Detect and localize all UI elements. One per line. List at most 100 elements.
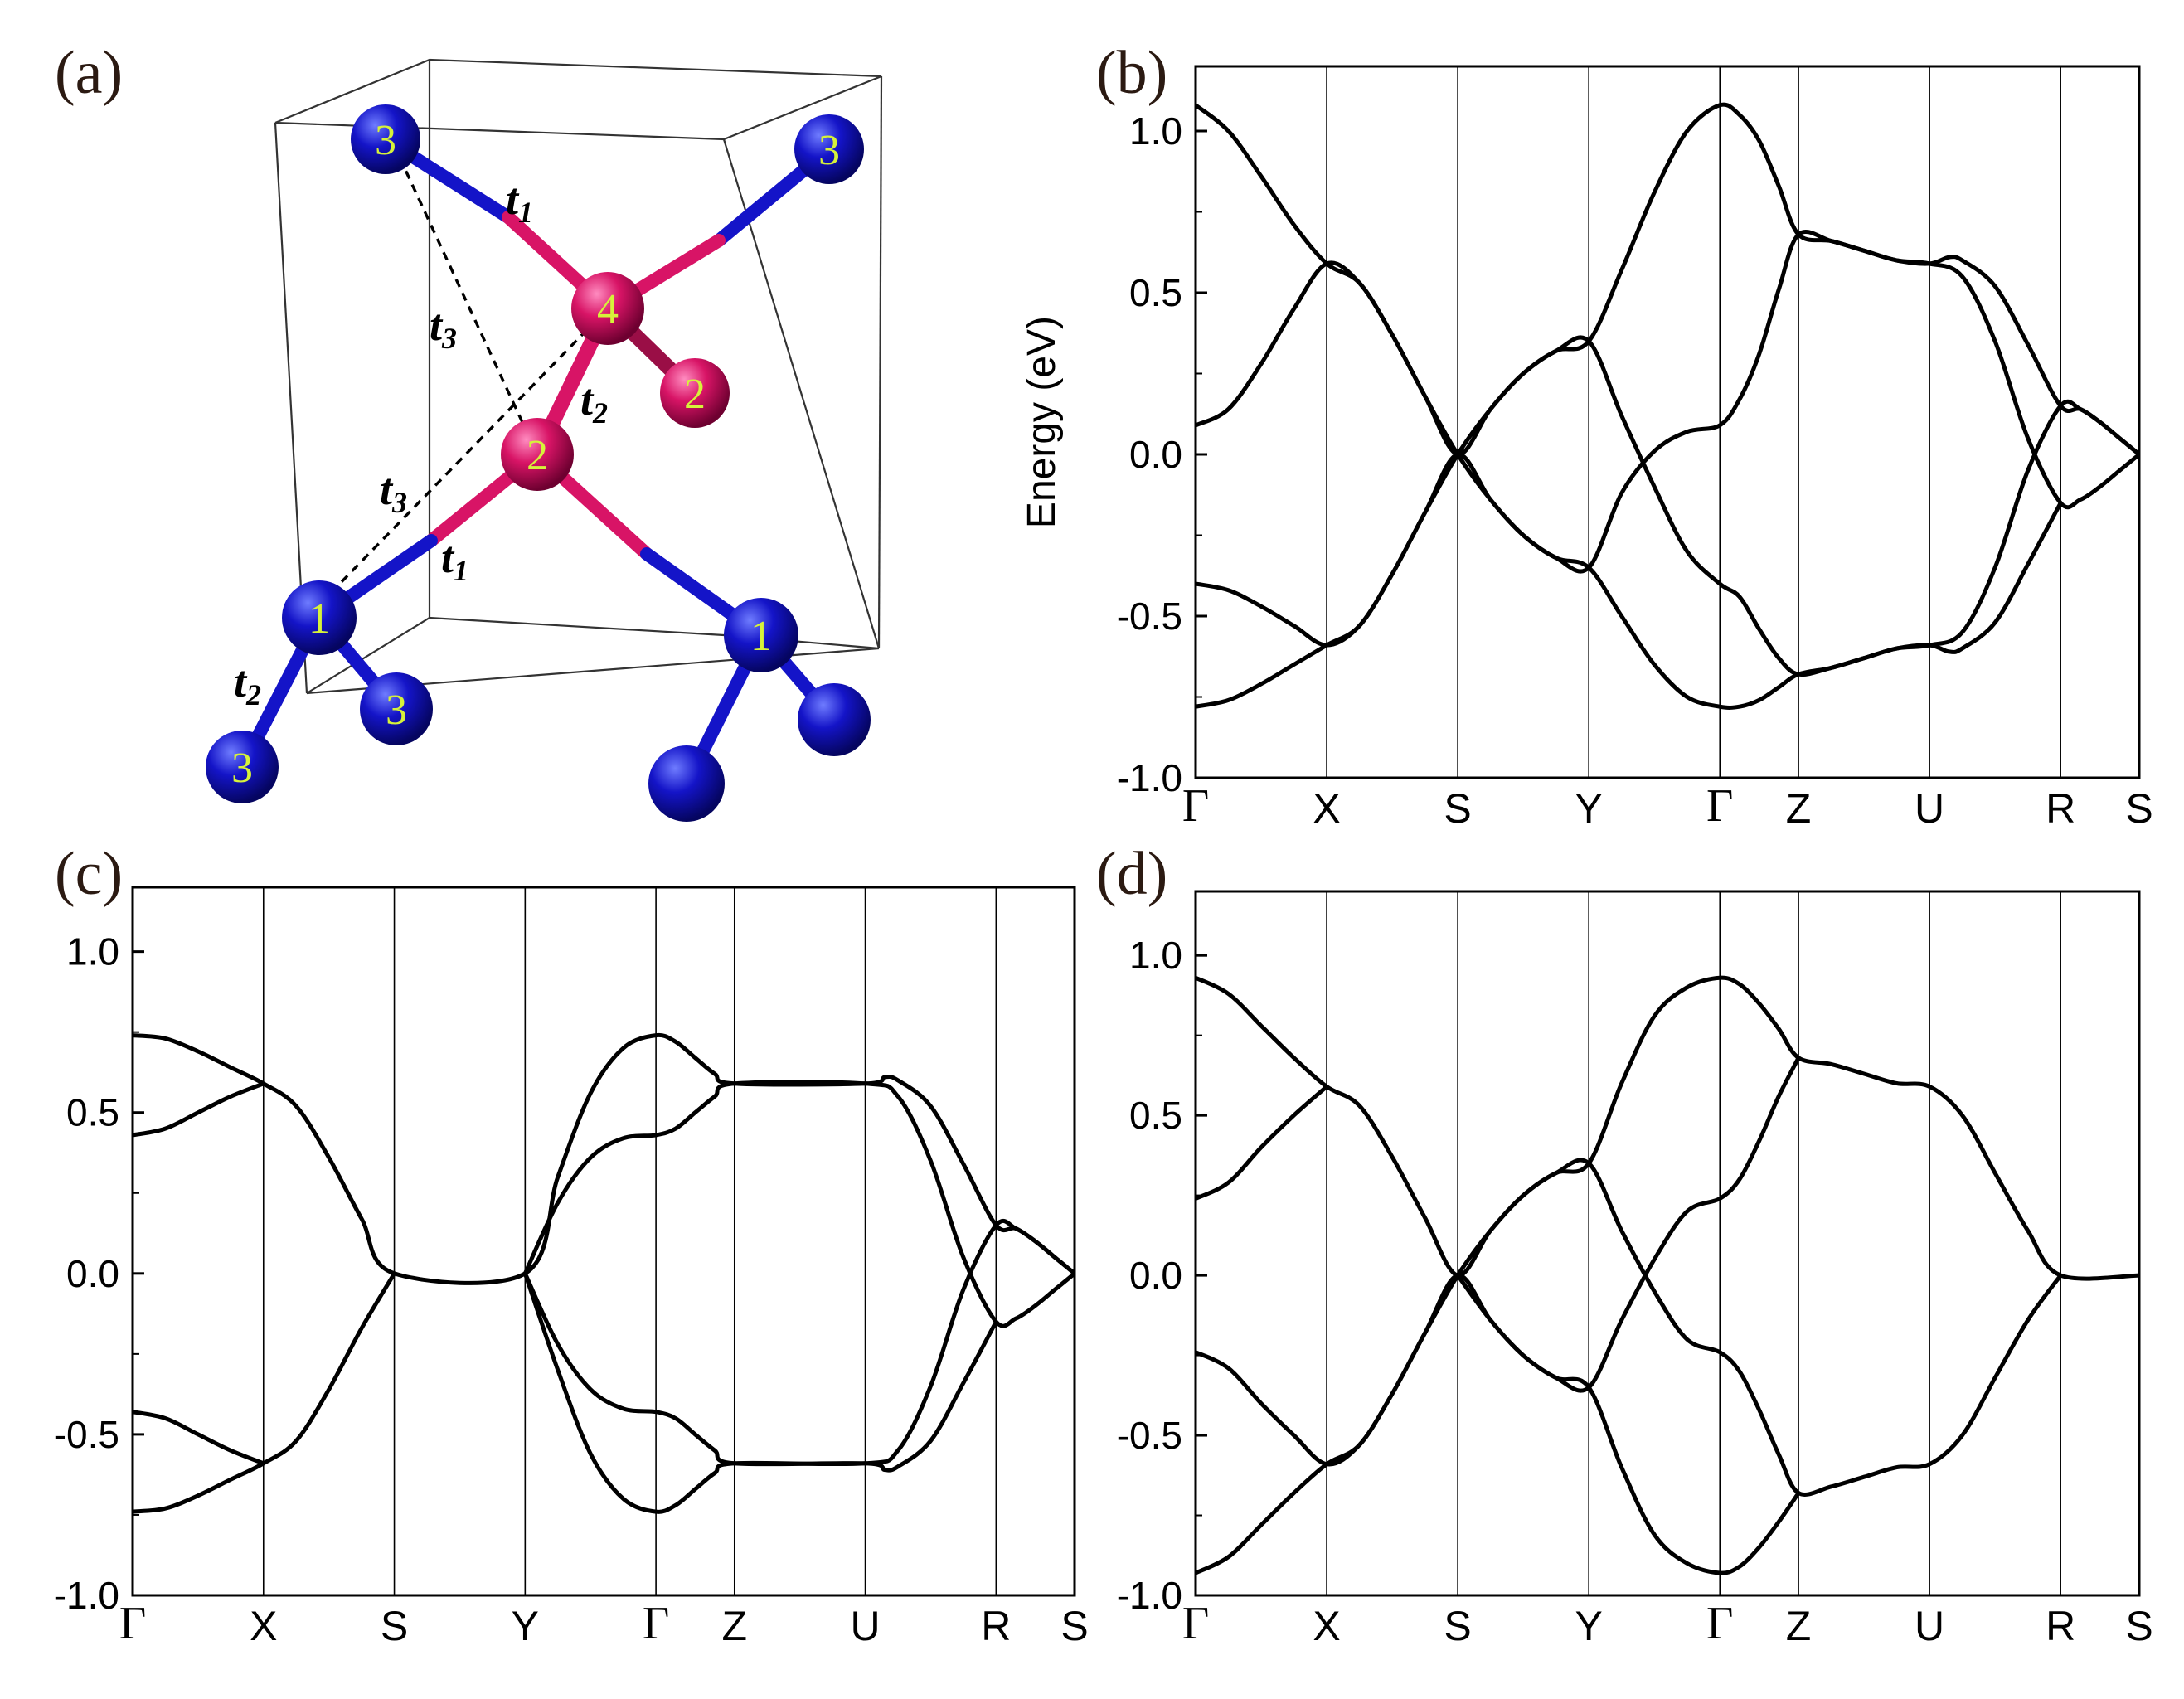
unit-cell-box — [274, 58, 883, 695]
atom-numbers: 3 3 4 2 2 1 1 3 3 — [231, 117, 840, 792]
atom-number: 1 — [750, 613, 772, 660]
plot-frame — [1194, 65, 2141, 779]
atom-bottom-3b — [206, 731, 279, 803]
atom-center-2 — [501, 418, 574, 491]
atoms — [206, 104, 871, 822]
kpoint-label: Z — [722, 1603, 748, 1649]
kpoint-label: Γ — [1706, 780, 1733, 832]
band-line-2 — [133, 1081, 266, 1138]
band-line-1 — [1196, 975, 2139, 1281]
y-tick-label: 0.0 — [1129, 433, 1182, 476]
atom-right-2 — [660, 358, 730, 428]
kpoint-label: Γ — [1706, 1598, 1733, 1649]
kpoint-label: U — [1915, 785, 1944, 832]
y-tick-label: -0.5 — [1117, 595, 1182, 638]
band-line-7 — [522, 1219, 1075, 1514]
kpoint-label: U — [851, 1603, 881, 1649]
y-tick-label: -1.0 — [54, 1574, 119, 1617]
atom-number: 2 — [527, 432, 548, 479]
kpoint-label: Y — [1575, 785, 1602, 832]
hopping-t3-lower: t3 — [380, 464, 407, 519]
kpoint-label: S — [1060, 1603, 1088, 1649]
plot-frame — [1194, 890, 2141, 1597]
kpoint-label: X — [250, 1603, 277, 1649]
y-tick-label: 0.5 — [1129, 271, 1182, 314]
kpoint-label: R — [981, 1603, 1011, 1649]
y-tick-label: -1.0 — [1117, 756, 1182, 799]
atom-number: 3 — [386, 687, 407, 734]
y-tick-label: 1.0 — [66, 930, 119, 973]
band-line-2 — [1196, 1084, 1329, 1201]
atom-number: 4 — [597, 286, 619, 333]
y-tick-label: 0.5 — [1129, 1094, 1182, 1137]
y-tick-label: -1.0 — [1117, 1574, 1182, 1617]
atom-top-left — [351, 104, 420, 174]
hopping-labels: t1 t3 t2 t3 t1 t2 — [234, 174, 608, 711]
atom-number: 3 — [818, 127, 840, 174]
kpoint-label: Γ — [119, 1598, 146, 1649]
band-line-4 — [133, 1271, 397, 1514]
band-structure-c: 1.00.50.0-0.5-1.0Γ X S Y Γ Z U R S — [54, 886, 1089, 1649]
kpoint-label: X — [1313, 1603, 1340, 1649]
band-line-3 — [522, 1080, 1075, 1328]
kpoint-label: S — [2125, 785, 2152, 832]
atom-bottom-3a — [360, 672, 433, 745]
atom-left-1 — [282, 580, 357, 655]
band-line-4 — [1196, 399, 2139, 710]
hopping-t3-upper: t3 — [430, 300, 457, 355]
atom-number: 1 — [308, 595, 330, 643]
band-line-2 — [1196, 229, 2139, 574]
kpoint-label: S — [1444, 785, 1471, 832]
kpoint-label: Γ — [1182, 1598, 1209, 1649]
band-line-1 — [133, 1032, 1075, 1285]
kpoint-label: R — [2046, 785, 2075, 832]
y-tick-label: 0.0 — [66, 1252, 119, 1295]
y-tick-label: 1.0 — [1129, 934, 1182, 977]
plot-frame — [131, 886, 1076, 1597]
atom-right-1 — [724, 598, 798, 672]
y-tick-label: 1.0 — [1129, 109, 1182, 153]
hopping-t1-upper: t1 — [506, 174, 533, 229]
atom-bottom-blue-1 — [648, 745, 725, 822]
band-structure-d: 1.00.50.0-0.5-1.0Γ X S Y Γ Z U R S — [1117, 890, 2153, 1649]
hopping-t2-lower: t2 — [234, 657, 261, 711]
band-line-5 — [1196, 1273, 1801, 1575]
atom-bottom-blue-2 — [798, 683, 871, 756]
panel-label-c: (c) — [55, 840, 123, 908]
band-line-6 — [522, 1271, 998, 1473]
kpoint-label: Z — [1786, 1603, 1812, 1649]
band-line-5 — [133, 1410, 266, 1466]
panel-label-d: (d) — [1096, 840, 1167, 908]
y-axis-label: Energy (eV) — [1020, 316, 1064, 528]
kpoint-label: U — [1915, 1603, 1944, 1649]
band-line-1 — [1196, 102, 2139, 510]
atom-number: 3 — [231, 745, 253, 792]
band-line-4 — [1196, 1158, 2063, 1497]
panel-label-a: (a) — [55, 39, 123, 107]
kpoint-label: S — [381, 1603, 408, 1649]
kpoint-label: S — [2125, 1603, 2152, 1649]
y-tick-label: 0.0 — [1129, 1254, 1182, 1297]
kpoint-label: Y — [1575, 1603, 1602, 1649]
atom-top-right — [794, 114, 864, 184]
panel-label-b: (b) — [1096, 39, 1167, 107]
kpoint-label: Y — [512, 1603, 539, 1649]
atom-number: 2 — [684, 371, 706, 418]
kpoint-label: Γ — [643, 1598, 669, 1649]
kpoint-label: Z — [1786, 785, 1812, 832]
y-tick-label: -0.5 — [1117, 1414, 1182, 1457]
crystal-structure: 3 3 4 2 2 1 1 3 3 t1 t3 t2 t3 t1 t2 — [206, 58, 883, 822]
t3-dashed-paths — [328, 157, 609, 595]
atom-center-4 — [571, 272, 644, 345]
hopping-t1-lower: t1 — [441, 532, 468, 587]
y-tick-label: 0.5 — [66, 1091, 119, 1134]
y-tick-label: -0.5 — [54, 1413, 119, 1456]
atom-number: 3 — [375, 117, 396, 164]
kpoint-label: S — [1444, 1603, 1471, 1649]
kpoint-label: R — [2046, 1603, 2075, 1649]
hopping-t2-upper: t2 — [580, 375, 608, 430]
kpoint-label: Γ — [1182, 780, 1209, 832]
kpoint-label: X — [1313, 785, 1340, 832]
